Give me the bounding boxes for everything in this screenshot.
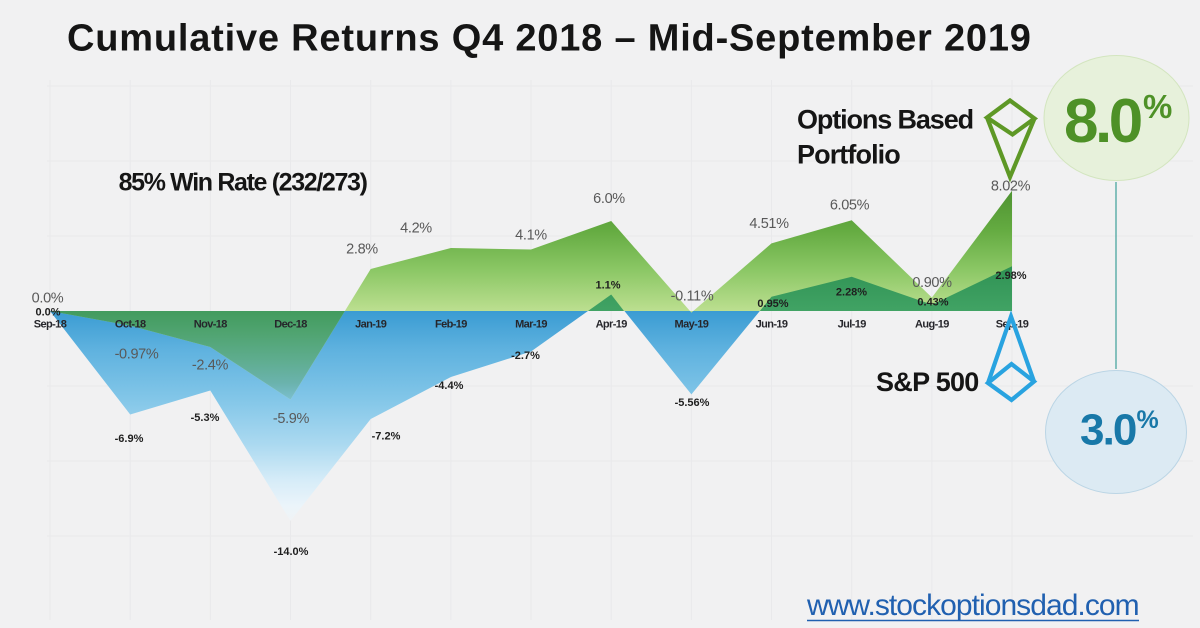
svg-text:%: % <box>1137 406 1159 434</box>
svg-text:May-19: May-19 <box>675 319 709 331</box>
svg-text:www.stockoptionsdad.com: www.stockoptionsdad.com <box>806 589 1139 622</box>
svg-text:2.28%: 2.28% <box>836 287 867 299</box>
svg-text:-14.0%: -14.0% <box>274 546 309 558</box>
svg-text:-6.9%: -6.9% <box>115 433 144 445</box>
svg-text:0.90%: 0.90% <box>912 275 952 291</box>
svg-text:Portfolio: Portfolio <box>797 140 900 170</box>
svg-text:3.0: 3.0 <box>1080 406 1136 455</box>
svg-text:4.51%: 4.51% <box>749 216 789 232</box>
svg-text:Options Based: Options Based <box>797 105 973 135</box>
svg-text:8.0: 8.0 <box>1064 87 1141 156</box>
svg-text:6.05%: 6.05% <box>830 198 870 214</box>
svg-text:2.8%: 2.8% <box>346 242 378 258</box>
svg-text:0.0%: 0.0% <box>32 291 64 307</box>
svg-text:Oct-18: Oct-18 <box>115 319 146 331</box>
svg-text:1.1%: 1.1% <box>595 280 620 292</box>
svg-text:Cumulative Returns Q4 2018 – M: Cumulative Returns Q4 2018 – Mid-Septemb… <box>67 18 1032 60</box>
svg-text:4.1%: 4.1% <box>515 228 547 244</box>
svg-text:-2.7%: -2.7% <box>511 350 540 362</box>
svg-text:Aug-19: Aug-19 <box>915 319 949 331</box>
svg-text:-4.4%: -4.4% <box>435 380 464 392</box>
svg-text:-5.3%: -5.3% <box>191 412 220 424</box>
svg-text:-2.4%: -2.4% <box>192 358 229 374</box>
svg-text:Jun-19: Jun-19 <box>756 319 788 331</box>
svg-text:-5.56%: -5.56% <box>675 397 710 409</box>
svg-text:Nov-18: Nov-18 <box>194 319 228 331</box>
svg-text:Dec-18: Dec-18 <box>274 319 307 331</box>
svg-text:Jan-19: Jan-19 <box>355 319 387 331</box>
svg-text:6.0%: 6.0% <box>593 191 625 207</box>
svg-text:-7.2%: -7.2% <box>372 431 401 443</box>
svg-text:0.43%: 0.43% <box>917 297 948 309</box>
svg-text:Apr-19: Apr-19 <box>596 319 628 331</box>
svg-text:-0.97%: -0.97% <box>115 347 159 363</box>
svg-text:Feb-19: Feb-19 <box>435 319 467 331</box>
svg-text:S&P 500: S&P 500 <box>876 367 979 397</box>
svg-text:Sep-18: Sep-18 <box>34 319 67 331</box>
svg-text:0.95%: 0.95% <box>757 298 788 310</box>
svg-text:-5.9%: -5.9% <box>273 411 310 427</box>
svg-text:4.2%: 4.2% <box>400 221 432 237</box>
svg-text:%: % <box>1143 88 1172 125</box>
svg-text:Jul-19: Jul-19 <box>838 319 867 331</box>
svg-text:-0.11%: -0.11% <box>671 289 714 305</box>
svg-text:85% Win Rate (232/273): 85% Win Rate (232/273) <box>119 169 368 197</box>
svg-text:0.0%: 0.0% <box>35 307 60 319</box>
svg-text:8.02%: 8.02% <box>991 179 1031 195</box>
svg-text:Mar-19: Mar-19 <box>515 319 547 331</box>
svg-text:2.98%: 2.98% <box>995 270 1026 282</box>
